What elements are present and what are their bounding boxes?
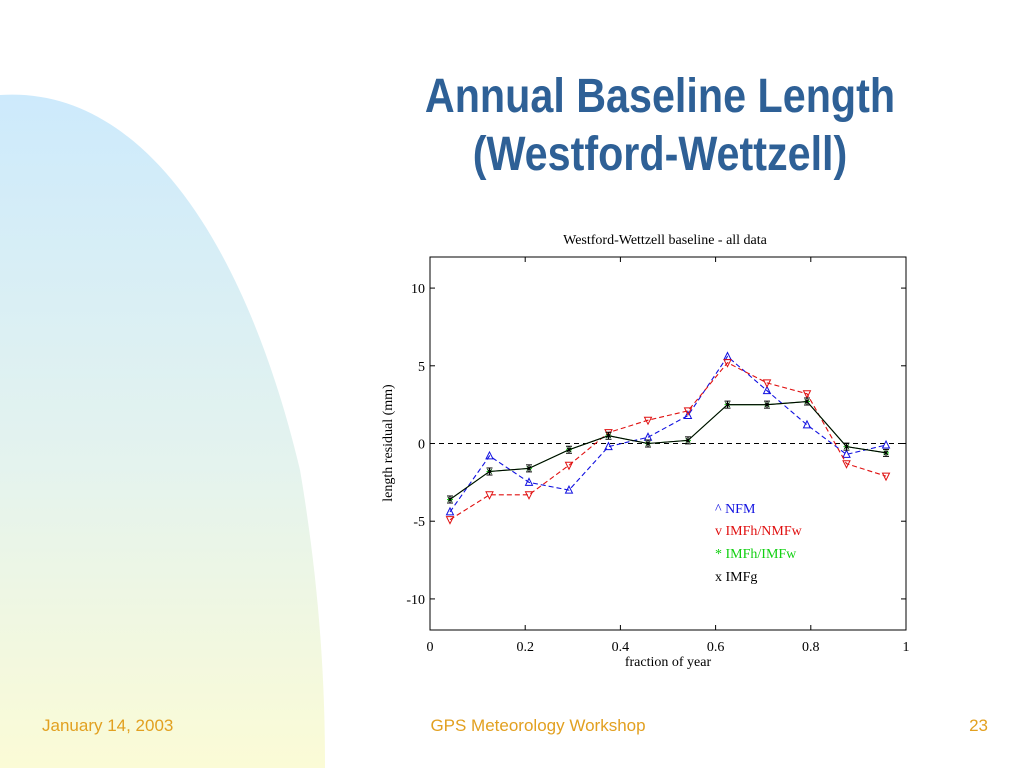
legend-item-imfh-nmfw: v IMFh/NMFw: [715, 524, 803, 539]
data-point: [564, 461, 574, 471]
x-tick-label: 0.8: [802, 640, 820, 655]
data-point: [445, 506, 455, 516]
data-point: [881, 472, 891, 482]
data-point: [762, 385, 772, 395]
data-point: [802, 390, 812, 399]
data-point: [604, 429, 613, 438]
series-line: [449, 361, 887, 521]
footer-event: GPS Meteorology Workshop: [430, 716, 646, 735]
footer-page-number: 23: [969, 716, 988, 735]
x-tick-label: 0: [427, 640, 434, 655]
data-point: [803, 397, 810, 406]
y-axis-label: length residual (mm): [381, 384, 396, 502]
legend-item-imfh-imfw: * IMFh/IMFw: [715, 547, 797, 562]
data-point: [524, 491, 534, 500]
data-point: [881, 439, 891, 449]
series-line: [449, 400, 887, 500]
data-point: [445, 516, 455, 525]
data-point: [485, 450, 494, 460]
data-point: [883, 448, 890, 457]
slide-title-line2: (Westford-Wettzell): [472, 128, 848, 181]
y-tick-labels: -10 -5 0 5 10: [406, 282, 425, 608]
data-point: [645, 439, 652, 448]
data-point: [643, 416, 653, 426]
data-point: [683, 407, 693, 416]
data-point: [605, 431, 612, 440]
data-point: [524, 477, 534, 486]
data-point: [446, 495, 453, 504]
x-axis-label: fraction of year: [625, 655, 712, 670]
data-point: [723, 359, 732, 368]
data-point: [762, 379, 772, 389]
y-tick-label: -10: [406, 593, 425, 608]
data-point: [564, 485, 574, 494]
data-point: [764, 400, 771, 409]
series-1: [445, 359, 891, 525]
series-line: [449, 355, 887, 513]
axis-ticks: [429, 257, 907, 630]
y-tick-label: 10: [411, 282, 425, 297]
legend-item-imfg: x IMFg: [715, 570, 757, 585]
data-point: [565, 445, 572, 454]
data-point: [843, 442, 850, 451]
data-point: [486, 467, 493, 476]
x-tick-label: 0.4: [612, 640, 630, 655]
data-point: [684, 436, 691, 445]
y-tick-label: 0: [418, 438, 425, 453]
series-0: [445, 351, 891, 516]
x-tick-labels: 0 0.2 0.4 0.6 0.8 1: [427, 640, 910, 655]
series-line: [449, 400, 887, 500]
legend-item-nfm: ^ NFM: [715, 502, 756, 517]
slide-title: Annual Baseline Length (Westford-Wettzel…: [376, 68, 944, 184]
data-point: [526, 464, 533, 473]
data-point: [724, 400, 731, 409]
data-point: [683, 410, 693, 420]
data-point: [842, 449, 851, 458]
series-2: [446, 398, 890, 503]
x-tick-label: 0.2: [516, 640, 534, 655]
y-tick-label: 5: [418, 360, 425, 375]
data-point: [842, 460, 851, 469]
data-point: [802, 419, 812, 429]
slide-title-line1: Annual Baseline Length: [424, 70, 896, 123]
chart-title: Westford-Wettzell baseline - all data: [563, 233, 768, 248]
footer-date: January 14, 2003: [42, 716, 174, 735]
legend: ^ NFM v IMFh/NMFw * IMFh/IMFw x IMFg: [715, 502, 803, 585]
x-tick-label: 1: [903, 640, 910, 655]
y-tick-label: -5: [413, 515, 425, 530]
x-tick-label: 0.6: [707, 640, 725, 655]
data-point: [604, 441, 613, 451]
series-3: [446, 397, 890, 504]
series-layer: [445, 351, 891, 525]
data-point: [485, 491, 494, 500]
